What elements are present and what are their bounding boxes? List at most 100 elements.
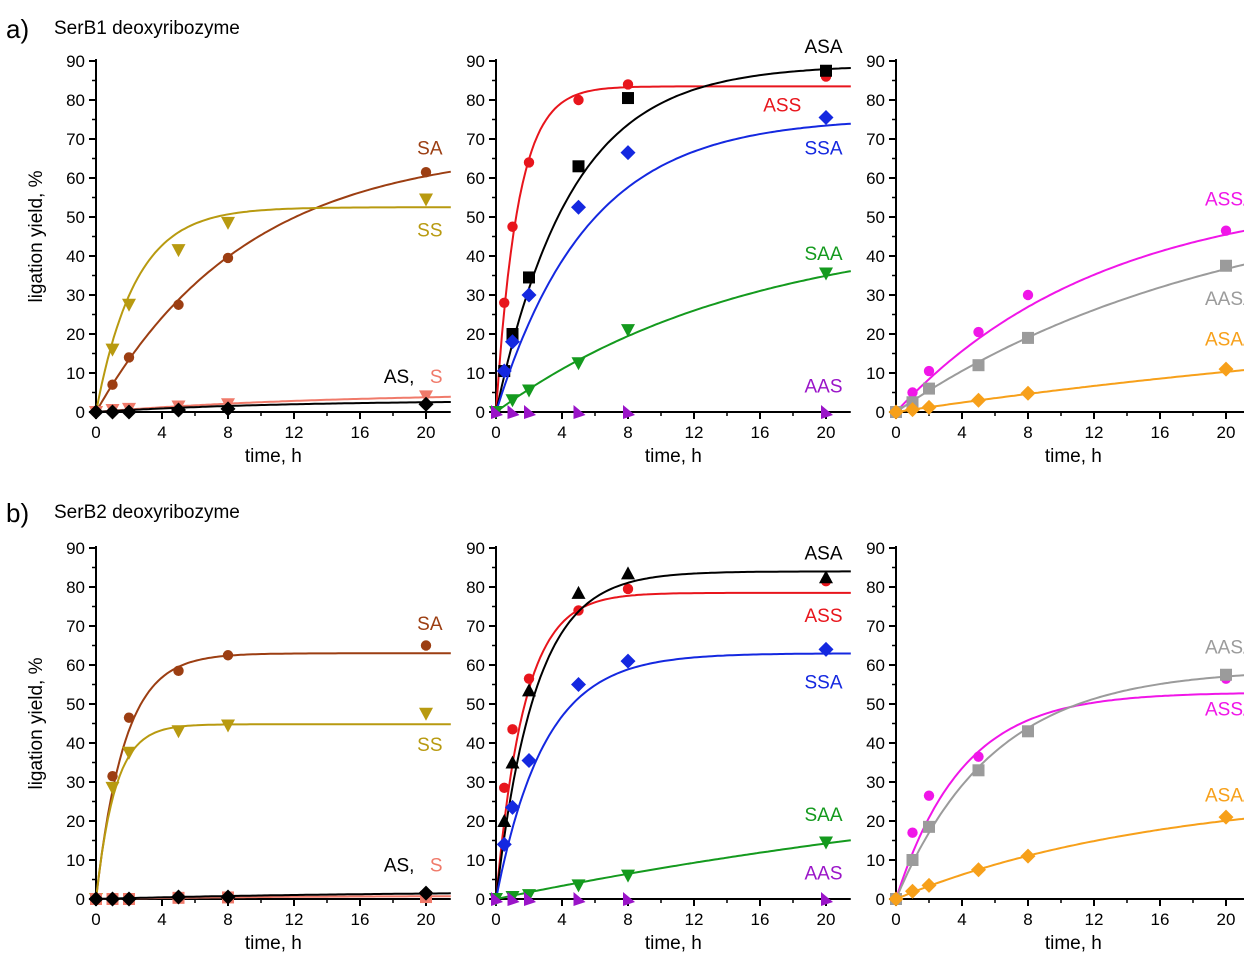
chart-b1-point-sa — [173, 665, 184, 677]
chart-b2-series-ass — [495, 575, 851, 900]
chart-b1-y-tick-label: 10 — [66, 851, 85, 870]
chart-a2-point-ssa — [521, 287, 537, 303]
chart-a3-y-tick-label: 40 — [866, 247, 885, 266]
chart-b1-y-axis-label: ligation yield, % — [26, 657, 47, 789]
chart-b3-point-asaa — [888, 891, 904, 907]
chart-a2-point-ass — [507, 221, 518, 232]
chart-b1-fit-line-ss — [95, 723, 451, 900]
chart-b1-x-axis-label: time, h — [245, 933, 302, 954]
chart-a3-point-aasa — [923, 382, 935, 395]
chart-b1-point-ss — [419, 707, 433, 721]
chart-a1-fit-line-sa — [95, 170, 451, 413]
chart-a3-point-assa — [907, 387, 918, 398]
chart-b3-y-tick-label: 80 — [866, 578, 885, 597]
chart-b3-point-asaa — [1218, 809, 1234, 825]
chart-b2-series-label: SAA — [804, 805, 842, 826]
chart-a3-y-tick-label: 20 — [866, 325, 885, 344]
chart-b2-point-asa — [497, 814, 512, 827]
chart-a2-point-ssa — [496, 363, 512, 379]
chart-b2-point-ssa — [571, 677, 586, 692]
chart-a1-series-label: AS, — [384, 367, 415, 388]
chart-b3-x-tick-label: 4 — [957, 910, 966, 929]
chart-a1-series-label: SS — [417, 221, 442, 242]
chart-a2-y-tick-label: 60 — [466, 169, 485, 188]
chart-a1-y-tick-label: 90 — [66, 52, 85, 71]
chart-b3-point-asaa — [905, 883, 920, 899]
chart-b3-y-tick-label: 10 — [866, 851, 885, 870]
chart-b1-point-ss — [221, 719, 235, 733]
chart-b2-series-label: AAS — [804, 864, 842, 885]
chart-b1-fit-line-as — [95, 892, 451, 900]
chart-a3: 0 10 20 30 40 50 60 70 80 90 0 4 8 12 16 20 time, h ASS A A… — [866, 52, 1244, 467]
chart-b3-fit-line-asaa — [895, 817, 1244, 900]
chart-a1-x-tick-label: 20 — [417, 423, 436, 442]
chart-a1-y-tick-label: 40 — [66, 247, 85, 266]
chart-a2-series-ass — [495, 71, 851, 413]
chart-b1-x-tick-label: 20 — [417, 910, 436, 929]
chart-b2-y-tick-label: 20 — [466, 812, 485, 831]
chart-b3-x-tick-label: 20 — [1217, 910, 1236, 929]
chart-b2-series-label: SSA — [804, 672, 842, 693]
chart-b1-x-tick-label: 0 — [91, 910, 100, 929]
chart-b3-y-tick-label: 0 — [876, 890, 885, 909]
chart-a2-series-label: AAS — [804, 377, 842, 398]
chart-a3-point-asaa — [1218, 361, 1234, 377]
chart-b3-point-assa — [923, 790, 935, 801]
chart-a3-y-tick-label: 90 — [866, 52, 885, 71]
chart-b2-point-ass — [507, 724, 518, 735]
chart-b2-fit-line-saa — [495, 839, 851, 900]
chart-a2-point-saa — [571, 357, 586, 371]
chart-a3-point-asaa — [888, 404, 904, 420]
chart-b3-point-aasa — [923, 820, 935, 833]
chart-a2-point-ssa — [505, 334, 520, 350]
chart-a1-point-as — [418, 396, 434, 412]
chart-b2-series-asa — [495, 566, 851, 900]
chart-b2-y-tick-label: 0 — [476, 890, 485, 909]
chart-b2-point-aas — [491, 892, 503, 906]
chart-a2-x-tick-label: 0 — [491, 423, 500, 442]
chart-a2-x-tick-label: 16 — [751, 423, 770, 442]
chart-a1-series-as — [88, 396, 451, 420]
chart-a3-point-assa — [923, 365, 935, 377]
chart-b2-x-tick-label: 4 — [557, 910, 566, 929]
chart-b2-point-asa — [819, 570, 833, 584]
chart-b2-x-tick-label: 20 — [817, 910, 836, 929]
chart-b2-y-tick-label: 90 — [466, 539, 485, 558]
chart-b1-point-sa — [123, 712, 135, 723]
chart-a2-y-tick-label: 50 — [466, 208, 485, 227]
chart-a3-y-tick-label: 30 — [866, 286, 885, 305]
chart-b1-y-tick-label: 70 — [66, 617, 85, 636]
chart-b2-point-saa — [522, 889, 536, 903]
chart-b3-series-aasa — [890, 668, 1244, 905]
chart-a2-series-label: SSA — [804, 139, 842, 160]
panel-a-title: SerB1 deoxyribozyme — [54, 18, 240, 39]
chart-a3-point-assa — [1220, 225, 1232, 236]
chart-a2-point-aas — [623, 405, 635, 419]
chart-a3-point-assa — [1022, 289, 1034, 301]
chart-a3-x-tick-label: 20 — [1217, 423, 1236, 442]
chart-b1-x-tick-label: 8 — [223, 910, 232, 929]
chart-b3-point-aasa — [906, 854, 919, 866]
chart-b1-y-tick-label: 80 — [66, 578, 85, 597]
chart-b3-point-assa — [973, 751, 984, 762]
panel-a-label: a) — [6, 14, 29, 44]
chart-a3-point-asaa — [921, 399, 937, 415]
chart-b2-point-ssa — [818, 641, 834, 657]
chart-b1-x-tick-label: 12 — [285, 910, 304, 929]
chart-a1-point-ss — [221, 216, 235, 230]
chart-a3-y-tick-label: 10 — [866, 364, 885, 383]
chart-b1-y-tick-label: 40 — [66, 734, 85, 753]
chart-a1-x-axis-label: time, h — [245, 446, 302, 467]
chart-b2-y-tick-label: 40 — [466, 734, 485, 753]
chart-b1-y-tick-label: 20 — [66, 812, 85, 831]
chart-b1-point-as — [121, 891, 137, 907]
chart-b3-y-tick-label: 50 — [866, 695, 885, 714]
chart-b3-point-assa — [907, 827, 918, 838]
chart-a3-point-asaa — [905, 402, 920, 418]
chart-a2-fit-line-asa — [495, 67, 851, 413]
chart-b3-y-tick-label: 20 — [866, 812, 885, 831]
